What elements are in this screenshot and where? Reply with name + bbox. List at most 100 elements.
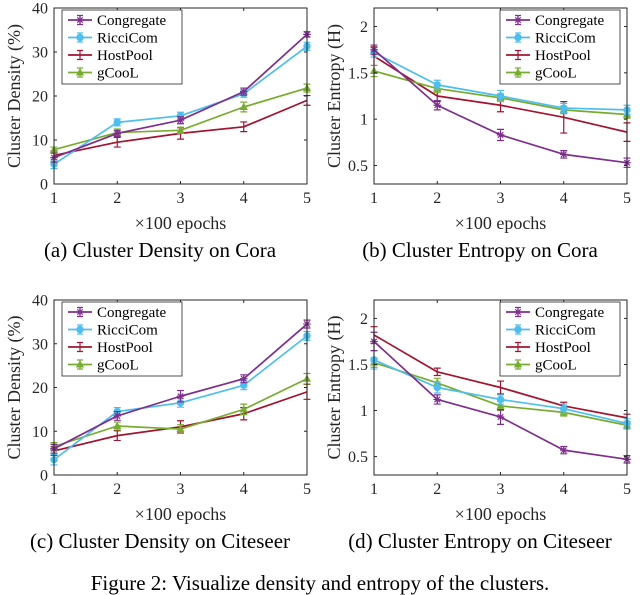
data-point xyxy=(496,131,505,139)
legend-item-gcool: gCooL xyxy=(68,66,139,82)
legend-label: Congregate xyxy=(535,305,604,321)
y-tick-label: 0 xyxy=(40,468,48,485)
legend-item-riccicom: RicciCom xyxy=(506,323,596,339)
legend-item-gcool: gCooL xyxy=(506,358,577,374)
legend-label: gCooL xyxy=(97,358,139,374)
legend-marker xyxy=(513,360,523,368)
data-point xyxy=(176,424,185,433)
x-tick-label: 3 xyxy=(177,190,185,207)
x-tick-label: 2 xyxy=(113,190,121,207)
legend-item-gcool: gCooL xyxy=(506,66,577,82)
y-tick-label: 30 xyxy=(32,336,48,353)
panel-cluster-entropy-cora: 1 2 3 4 5 0.5 1 1.5 2 ×100 epochs Cluster Entropy … xyxy=(320,0,640,292)
data-point xyxy=(113,118,121,127)
legend-error-bar xyxy=(515,341,521,353)
legend-item-congregate: Congregate xyxy=(68,13,166,29)
legend-label: gCooL xyxy=(535,66,577,82)
y-axis-label: Cluster Density (%) xyxy=(4,24,25,168)
legend-label: gCooL xyxy=(97,66,139,82)
data-point xyxy=(176,116,185,124)
data-point xyxy=(560,104,568,112)
legend-label: Congregate xyxy=(97,305,166,321)
data-point xyxy=(433,101,442,110)
y-tick-label: 0.5 xyxy=(348,158,368,175)
data-point xyxy=(559,150,568,159)
x-tick-label: 5 xyxy=(623,481,631,498)
data-point xyxy=(113,129,122,138)
legend-marker xyxy=(514,16,522,24)
y-tick-label: 20 xyxy=(32,89,48,106)
y-axis-label: Cluster Entropy (H) xyxy=(324,316,345,460)
y-tick-label: 1.5 xyxy=(348,357,368,374)
series-group xyxy=(369,326,632,464)
legend-label: RicciCom xyxy=(97,323,158,339)
y-tick-label: 1.5 xyxy=(348,65,368,82)
x-tick-label: 4 xyxy=(560,190,568,207)
data-point xyxy=(239,374,248,383)
legend-label: HostPool xyxy=(97,340,153,356)
y-tick-label: 10 xyxy=(32,424,48,441)
x-tick-label: 3 xyxy=(497,481,505,498)
x-tick-label: 5 xyxy=(303,190,311,207)
y-tick-label: 1 xyxy=(360,403,368,420)
legend-label: RicciCom xyxy=(97,31,158,47)
y-tick-label: 2 xyxy=(360,19,368,36)
data-point xyxy=(176,125,185,134)
x-tick-label: 2 xyxy=(433,481,441,498)
x-tick-label: 3 xyxy=(497,190,505,207)
data-point xyxy=(496,395,505,404)
subfigure-caption: (d) Cluster Entropy on Citeseer xyxy=(348,529,612,553)
y-axis-label: Cluster Entropy (H) xyxy=(324,24,345,168)
y-tick-label: 0.5 xyxy=(348,449,368,466)
y-tick-label: 30 xyxy=(32,45,48,62)
series-group xyxy=(49,319,312,466)
data-point xyxy=(239,404,248,413)
data-point xyxy=(176,392,185,401)
legend-item-hostpool: HostPool xyxy=(506,48,591,64)
legend-item-congregate: Congregate xyxy=(506,305,604,321)
x-tick-label: 4 xyxy=(240,190,248,207)
error-bar xyxy=(113,430,121,442)
legend-marker xyxy=(75,360,85,368)
data-point xyxy=(433,383,441,392)
y-tick-label: 0 xyxy=(40,177,48,194)
series-gcool xyxy=(49,372,312,452)
subfigure-caption: (b) Cluster Entropy on Cora xyxy=(362,238,598,262)
figure-caption: Figure 2: Visualize density and entropy … xyxy=(90,571,550,595)
legend-marker xyxy=(514,325,522,334)
x-tick-label: 3 xyxy=(177,481,185,498)
legend-item-riccicom: RicciCom xyxy=(68,31,158,47)
y-axis-label: Cluster Density (%) xyxy=(4,316,25,460)
data-point xyxy=(560,404,568,413)
chart-cluster-density-citeseer: 1 2 3 4 5 0 10 20 30 40 ×100 epochs Cluster Density… xyxy=(4,293,312,524)
data-point xyxy=(496,413,505,421)
legend-label: RicciCom xyxy=(535,31,596,47)
legend-error-bar xyxy=(515,49,521,61)
x-tick-label: 2 xyxy=(433,190,441,207)
legend-marker xyxy=(76,33,84,42)
legend-label: gCooL xyxy=(535,358,577,374)
y-tick-label: 2 xyxy=(360,311,368,328)
panel-cluster-density-citeseer: 1 2 3 4 5 0 10 20 30 40 ×100 epochs Cluster Density… xyxy=(0,292,320,584)
legend-item-congregate: Congregate xyxy=(68,305,166,321)
panel-cluster-entropy-citeseer: 1 2 3 4 5 0.5 1 1.5 2 ×100 epochs Cluster Entropy … xyxy=(320,292,640,584)
error-bar xyxy=(497,380,504,395)
x-tick-label: 5 xyxy=(303,481,311,498)
legend-item-hostpool: HostPool xyxy=(68,48,153,64)
chart-cluster-density-cora: 1 2 3 4 5 0 10 20 30 40 ×100 epochs Cluster Density… xyxy=(4,1,312,233)
legend-marker xyxy=(514,33,522,42)
x-axis-label: ×100 epochs xyxy=(135,213,227,233)
error-bar xyxy=(113,136,121,148)
legend-marker xyxy=(76,16,84,24)
x-tick-label: 5 xyxy=(623,190,631,207)
legend-marker xyxy=(76,325,84,334)
x-tick-label: 2 xyxy=(113,481,121,498)
data-point xyxy=(113,412,122,420)
legend-item-riccicom: RicciCom xyxy=(68,323,158,339)
